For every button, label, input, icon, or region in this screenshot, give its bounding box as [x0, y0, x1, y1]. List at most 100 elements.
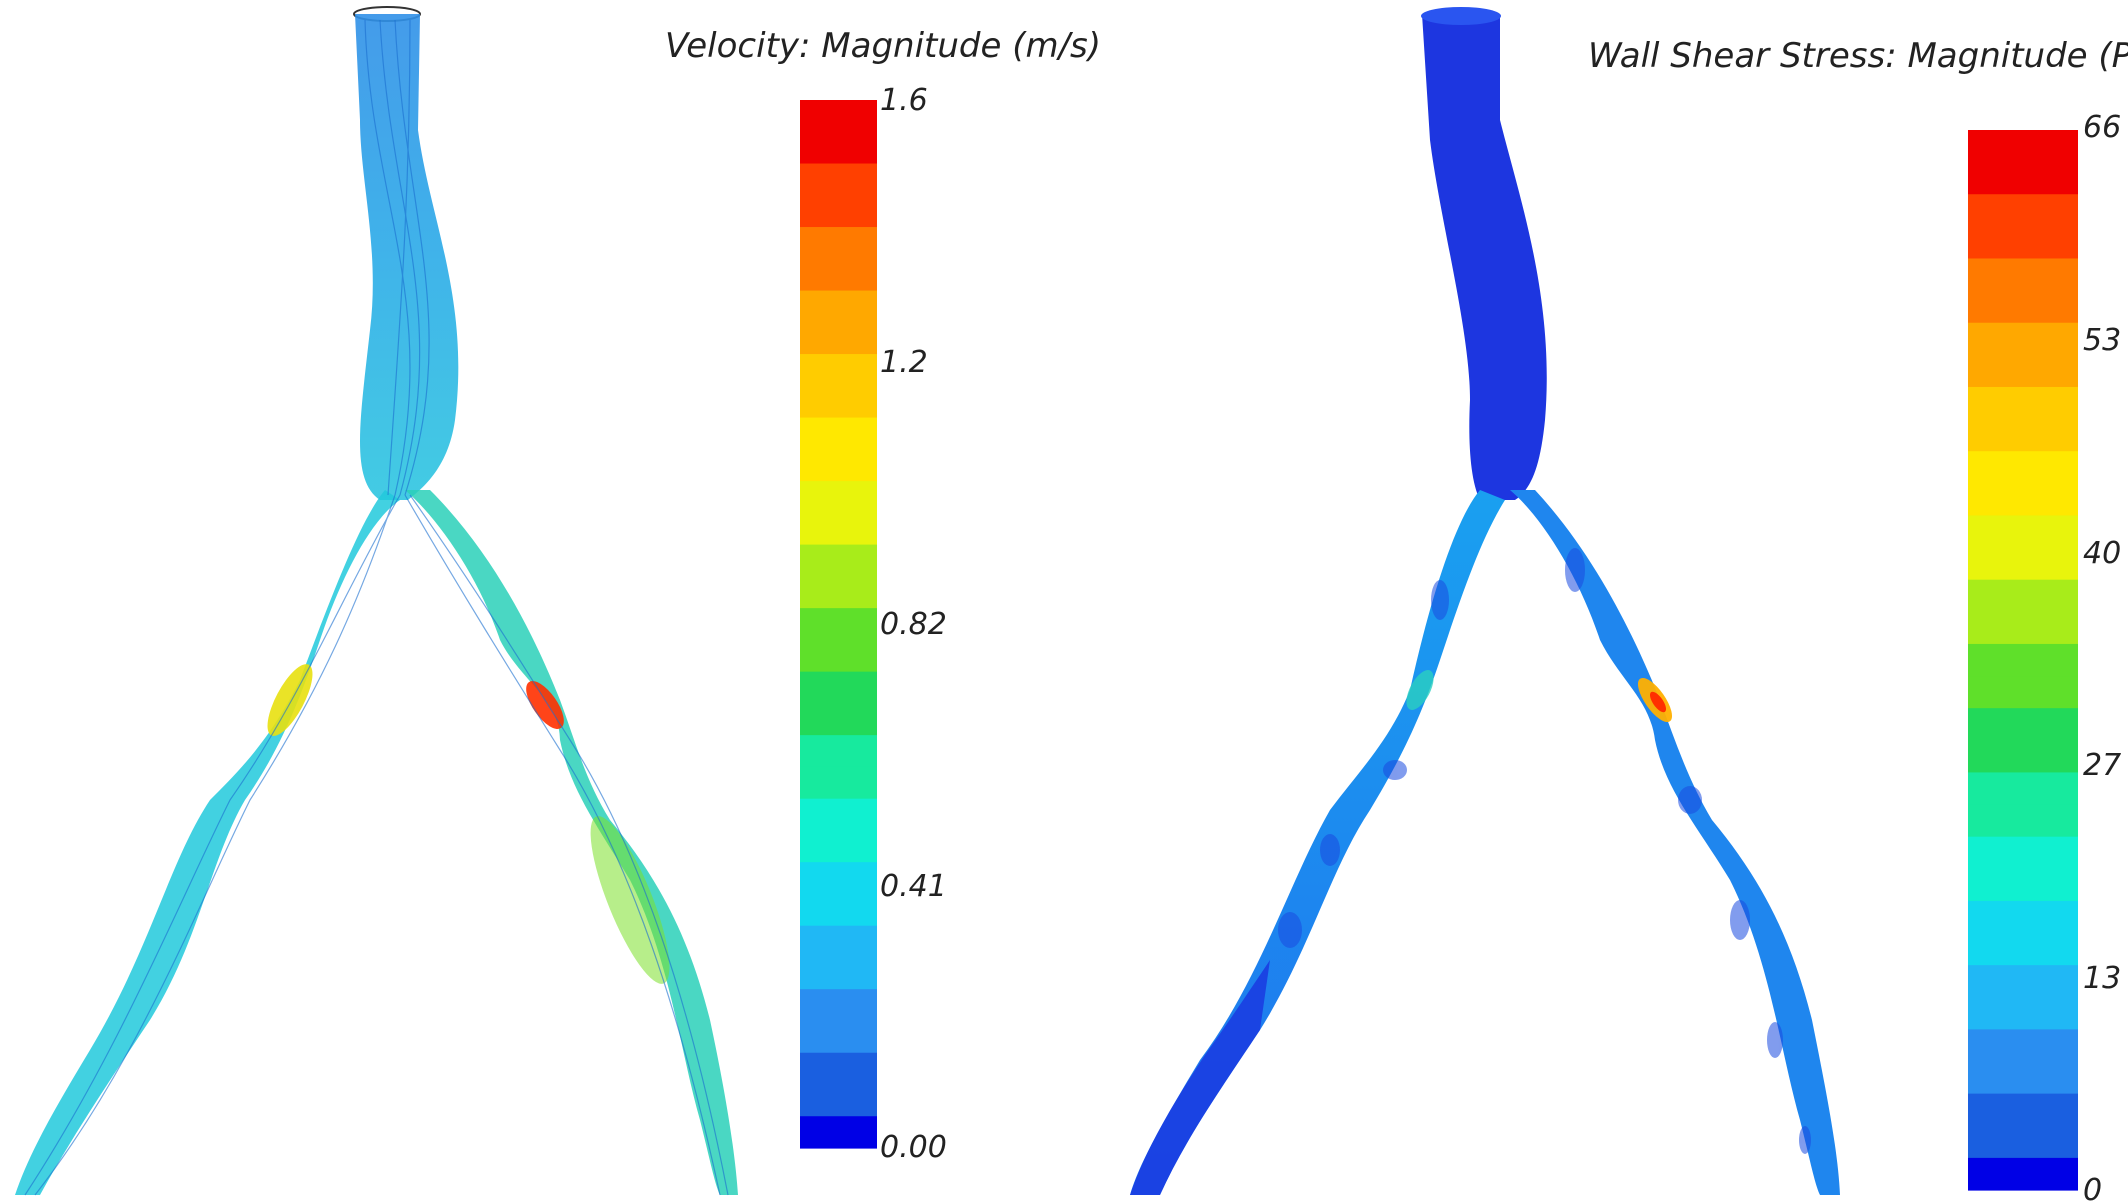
right-branch-green-flow	[590, 816, 670, 984]
colorbar-step	[1968, 354, 2078, 388]
velocity-tick-label: 0.00	[880, 1130, 947, 1165]
colorbar-step	[800, 131, 877, 165]
stenosis-left-velocity	[267, 664, 313, 736]
velocity-tick-label: 0.82	[880, 607, 947, 642]
colorbar-step	[800, 417, 877, 450]
colorbar-step	[1968, 708, 2078, 741]
vessel-left-branch	[1130, 490, 1505, 1195]
colorbar-step	[1968, 579, 2078, 613]
colorbar-step	[800, 608, 877, 641]
colorbar-step	[800, 163, 877, 196]
colorbar-step	[1968, 515, 2078, 549]
stenosis-right-wss-core	[1649, 691, 1667, 713]
streamline-right-branch	[405, 490, 738, 1195]
colorbar-step	[1968, 836, 2078, 870]
wss-tick-label: 13	[2083, 961, 2121, 996]
streamline-left-branch	[15, 490, 400, 1195]
colorbar-step	[800, 830, 877, 863]
colorbar-step	[800, 354, 877, 387]
colorbar-step	[1968, 322, 2078, 356]
colorbar-step	[800, 227, 877, 260]
colorbar-step	[800, 322, 877, 355]
colorbar-step	[800, 1020, 877, 1054]
wss-tick-label: 0	[2083, 1173, 2102, 1203]
colorbar-step	[800, 703, 877, 736]
velocity-colorbar	[800, 100, 877, 1149]
colorbar-step	[1968, 290, 2078, 324]
wall-shear-stress-view	[1130, 7, 1840, 1195]
wss-tick-label: 66	[2083, 110, 2121, 145]
colorbar-step	[1968, 1157, 2078, 1191]
colorbar-step	[1968, 386, 2078, 420]
colorbar-step	[800, 1052, 877, 1086]
vessel-inlet-cap	[1421, 7, 1501, 25]
colorbar-step	[800, 893, 877, 927]
colorbar-step	[800, 100, 877, 133]
vessel-trunk	[1422, 9, 1547, 500]
colorbar-step	[1968, 772, 2078, 806]
wss-colorbar-title: Wall Shear Stress: Magnitude (Pa)	[1588, 36, 2128, 76]
colorbar-step	[1968, 933, 2078, 966]
colorbar-step	[1968, 258, 2078, 292]
streamline-lines	[24, 19, 729, 1196]
colorbar-step	[1968, 483, 2078, 517]
colorbar-step	[800, 1116, 877, 1149]
colorbar-step	[800, 481, 877, 514]
colorbar-step	[800, 258, 877, 292]
colorbar-step	[1968, 1093, 2078, 1127]
colorbar-step	[1968, 868, 2078, 902]
velocity-colorbar-title: Velocity: Magnitude (m/s)	[665, 26, 1101, 66]
wss-tick-label: 27	[2083, 748, 2121, 783]
colorbar-step	[1968, 130, 2078, 163]
colorbar-step	[800, 449, 877, 482]
velocity-streamline-view	[15, 6, 738, 1196]
colorbar-step	[1968, 997, 2078, 1030]
velocity-tick-label: 1.6	[880, 83, 928, 118]
colorbar-step	[1968, 740, 2078, 774]
colorbar-step	[1968, 451, 2078, 484]
colorbar-step	[800, 671, 877, 704]
streamline-trunk	[355, 14, 459, 500]
colorbar-step	[800, 1084, 877, 1117]
colorbar-step	[1968, 676, 2078, 709]
wss-tick-labels: 66 53 40 27 13 0	[2083, 110, 2121, 1203]
colorbar-step	[1968, 547, 2078, 581]
colorbar-step	[800, 385, 877, 419]
colorbar-step	[800, 512, 877, 546]
colorbar-step	[1968, 1125, 2078, 1159]
colorbar-step	[800, 290, 877, 323]
colorbar-step	[1968, 611, 2078, 645]
colorbar-step	[800, 862, 877, 895]
colorbar-step	[1968, 419, 2078, 452]
colorbar-step	[800, 639, 877, 673]
velocity-tick-label: 1.2	[880, 345, 928, 380]
colorbar-step	[800, 925, 877, 959]
colorbar-step	[800, 957, 877, 990]
colorbar-step	[800, 544, 877, 577]
vessel-left-lower-dark	[1130, 960, 1270, 1195]
colorbar-step	[1968, 226, 2078, 260]
velocity-tick-labels: 1.6 1.2 0.82 0.41 0.00	[880, 83, 947, 1165]
wss-texture	[1278, 548, 1811, 1154]
colorbar-step	[800, 766, 877, 800]
stenosis-right-velocity	[526, 681, 564, 729]
colorbar-step	[800, 735, 877, 768]
velocity-tick-label: 0.41	[880, 869, 947, 904]
colorbar-step	[1968, 162, 2078, 195]
stenosis-left-wss	[1406, 670, 1434, 710]
wss-colorbar	[1968, 130, 2078, 1191]
colorbar-step	[800, 798, 877, 832]
wss-tick-label: 53	[2083, 323, 2121, 358]
colorbar-step	[1968, 900, 2078, 934]
colorbar-step	[800, 576, 877, 609]
colorbar-step	[1968, 804, 2078, 838]
colorbar-step	[1968, 194, 2078, 227]
colorbar-step	[1968, 1061, 2078, 1095]
colorbar-step	[1968, 965, 2078, 998]
wss-tick-label: 40	[2083, 536, 2121, 571]
colorbar-step	[800, 195, 877, 228]
colorbar-step	[800, 989, 877, 1022]
vessel-right-branch	[1510, 490, 1840, 1195]
colorbar-step	[1968, 1029, 2078, 1063]
